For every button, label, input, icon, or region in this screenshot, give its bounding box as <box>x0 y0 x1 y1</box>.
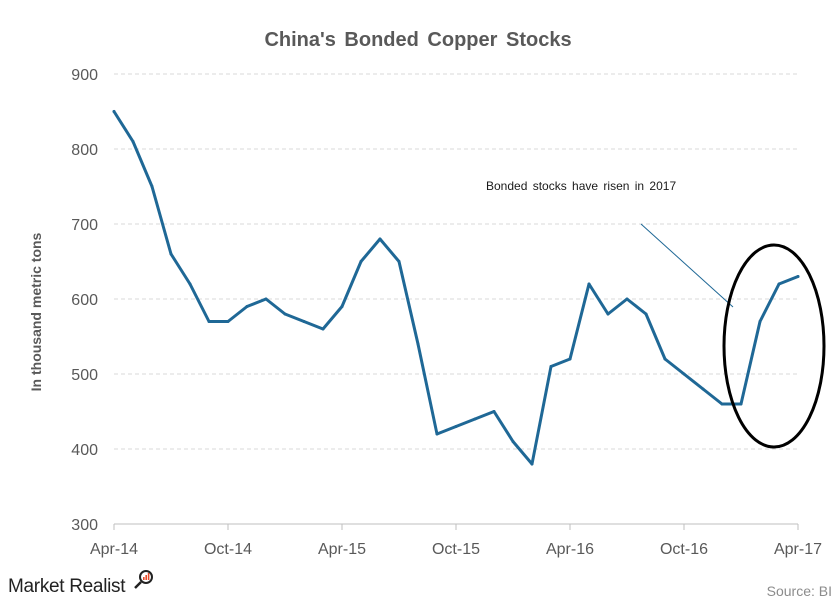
data-point <box>283 312 287 316</box>
data-point <box>245 305 249 308</box>
data-point <box>739 402 743 406</box>
data-point <box>625 297 629 301</box>
logo-bar <box>145 575 147 580</box>
data-point <box>416 342 420 346</box>
data-point <box>150 185 154 188</box>
data-points <box>112 110 800 466</box>
x-tick-label: Oct-14 <box>204 541 252 558</box>
data-point <box>606 312 610 316</box>
data-point <box>777 282 781 286</box>
data-point <box>340 305 344 308</box>
data-point <box>720 402 724 406</box>
y-axis-label: In thousand metric tons <box>28 232 44 391</box>
data-point <box>169 252 173 256</box>
y-tick-label: 900 <box>71 67 98 84</box>
y-tick-label: 600 <box>71 292 98 309</box>
series-line <box>112 110 800 466</box>
data-point <box>188 282 192 286</box>
brand-logo: Market Realist <box>8 570 153 597</box>
data-point <box>549 365 553 368</box>
x-axis-ticks: Apr-14 Oct-14 Apr-15 Oct-15 Apr-16 Oct-16 Apr-… <box>90 524 822 558</box>
x-tick-label: Oct-15 <box>432 541 480 558</box>
y-tick-label: 800 <box>71 142 98 159</box>
data-point <box>454 425 458 428</box>
data-point <box>473 417 477 421</box>
data-point <box>758 320 762 323</box>
x-tick-label: Apr-15 <box>318 541 366 558</box>
grid <box>114 73 798 450</box>
data-point <box>359 260 363 263</box>
brand-name: Market Realist <box>8 576 126 597</box>
chart-title: China's Bonded Copper Stocks <box>264 29 571 51</box>
y-axis-ticks: 300 400 500 600 700 800 900 <box>71 67 98 534</box>
y-tick-label: 300 <box>71 517 98 534</box>
x-tick-label: Apr-14 <box>90 541 138 558</box>
data-point <box>397 260 401 263</box>
highlight-ellipse <box>722 243 826 449</box>
data-point <box>492 410 496 413</box>
annotation-arrow <box>640 223 734 308</box>
data-point <box>587 282 591 286</box>
data-point <box>530 462 534 466</box>
data-point <box>378 237 382 241</box>
logo-bar <box>147 573 150 580</box>
data-point <box>321 327 325 331</box>
data-point <box>435 432 439 436</box>
data-point <box>207 320 211 323</box>
data-point <box>796 275 800 278</box>
data-point <box>226 320 230 323</box>
data-point <box>511 440 515 443</box>
data-point <box>701 387 705 391</box>
data-point <box>131 140 135 143</box>
data-point <box>663 357 667 361</box>
data-point <box>264 297 268 301</box>
source-note: Source: BI <box>767 583 832 599</box>
y-tick-label: 500 <box>71 367 98 384</box>
magnifier-icon <box>134 570 153 589</box>
data-point <box>682 372 686 376</box>
data-point <box>302 320 306 323</box>
x-tick-label: Oct-16 <box>660 541 708 558</box>
y-tick-label: 700 <box>71 217 98 234</box>
data-point <box>568 357 572 361</box>
annotation-text: Bonded stocks have risen in 2017 <box>486 179 676 193</box>
x-tick-label: Apr-17 <box>774 541 822 558</box>
data-point <box>112 110 116 113</box>
y-tick-label: 400 <box>71 442 98 459</box>
data-point <box>644 312 648 316</box>
x-tick-label: Apr-16 <box>546 541 594 558</box>
logo-bar <box>143 577 145 580</box>
